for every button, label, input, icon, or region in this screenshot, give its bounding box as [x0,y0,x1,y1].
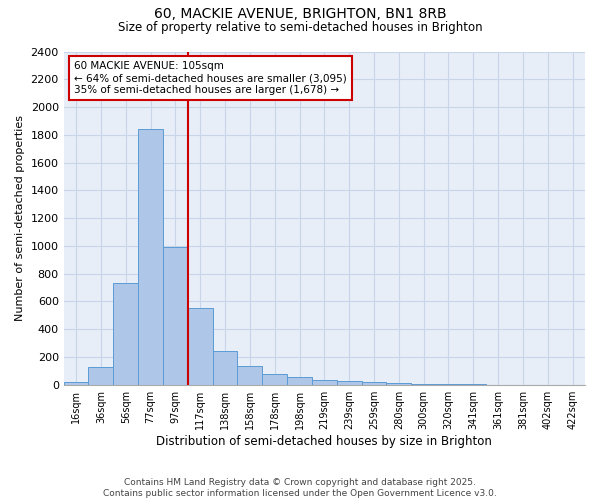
Bar [386,383,411,384]
Bar [287,377,312,384]
Bar [163,248,188,384]
Bar [188,308,212,384]
Bar [88,366,113,384]
Bar [262,374,287,384]
Bar [64,382,88,384]
Bar [337,381,362,384]
Y-axis label: Number of semi-detached properties: Number of semi-detached properties [15,115,25,321]
Bar [113,284,138,384]
Bar [212,350,238,384]
Text: Size of property relative to semi-detached houses in Brighton: Size of property relative to semi-detach… [118,21,482,34]
Text: 60 MACKIE AVENUE: 105sqm
← 64% of semi-detached houses are smaller (3,095)
35% o: 60 MACKIE AVENUE: 105sqm ← 64% of semi-d… [74,62,347,94]
X-axis label: Distribution of semi-detached houses by size in Brighton: Distribution of semi-detached houses by … [157,434,492,448]
Bar [312,380,337,384]
Bar [238,366,262,384]
Bar [138,129,163,384]
Text: 60, MACKIE AVENUE, BRIGHTON, BN1 8RB: 60, MACKIE AVENUE, BRIGHTON, BN1 8RB [154,8,446,22]
Bar [362,382,386,384]
Text: Contains HM Land Registry data © Crown copyright and database right 2025.
Contai: Contains HM Land Registry data © Crown c… [103,478,497,498]
